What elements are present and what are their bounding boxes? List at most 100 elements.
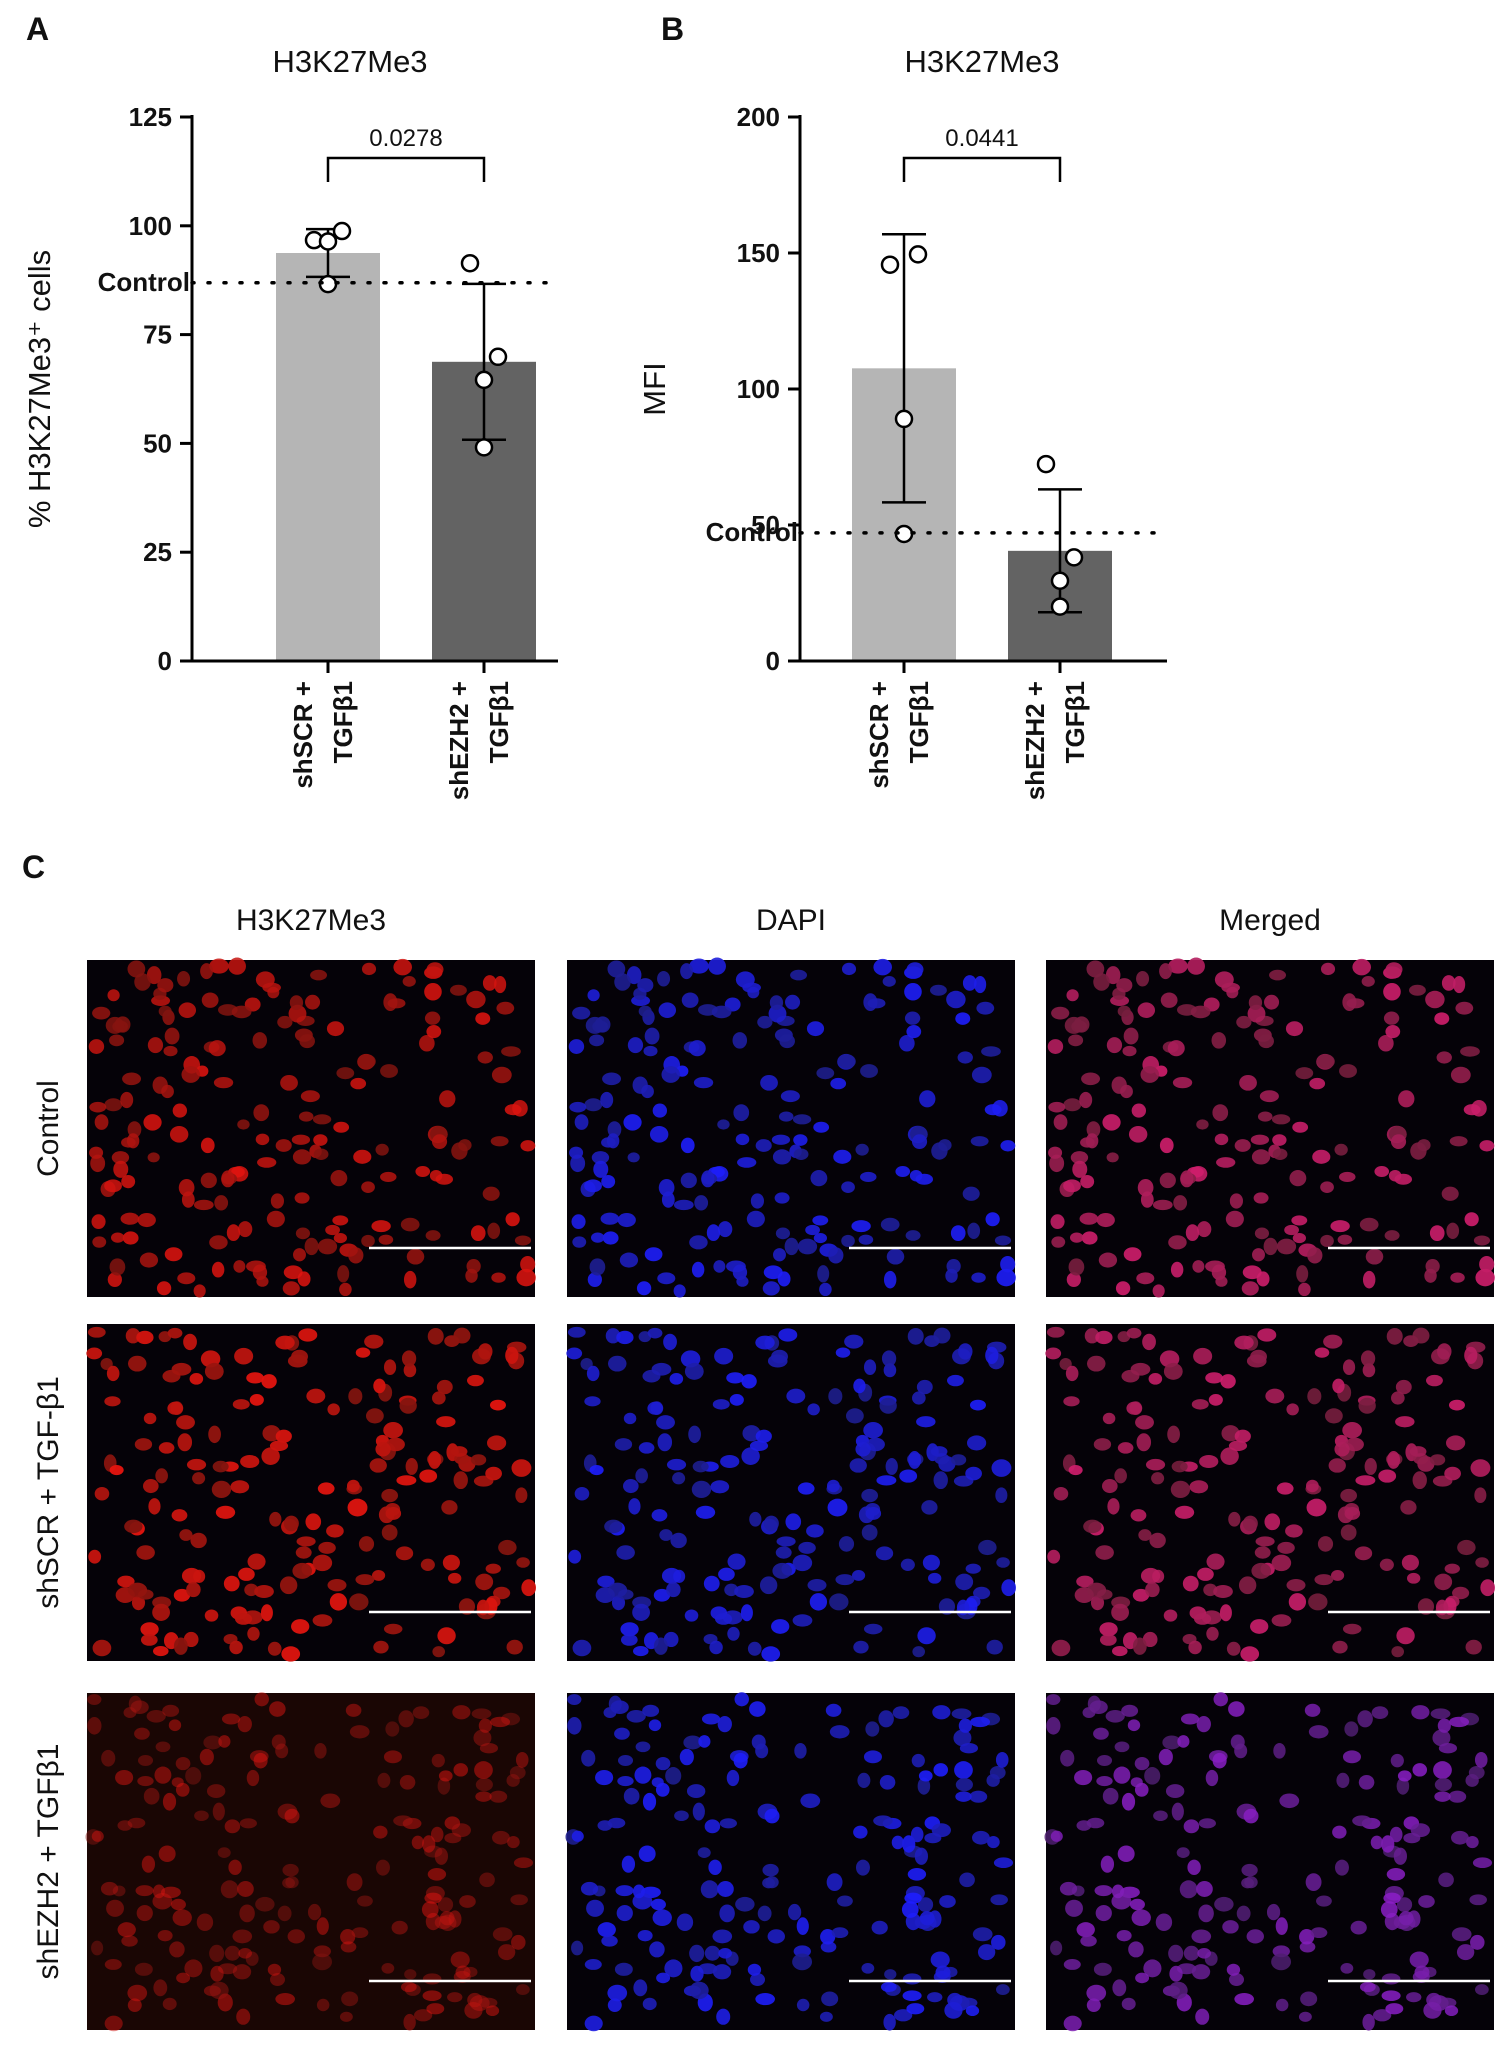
cell	[656, 1415, 675, 1430]
cell	[297, 1271, 311, 1287]
cell	[981, 1046, 1001, 1057]
cell	[1271, 1554, 1292, 1572]
cell	[491, 1066, 512, 1084]
cell	[1299, 1929, 1315, 1945]
cell	[100, 1881, 119, 1896]
cell	[398, 1710, 414, 1728]
cell	[134, 1727, 150, 1740]
cell	[1465, 1774, 1479, 1787]
cell	[1305, 1479, 1319, 1493]
cell	[1191, 1399, 1209, 1410]
cell	[635, 1741, 651, 1753]
cell	[106, 1365, 120, 1382]
cell	[257, 1157, 277, 1168]
x-tick-label: shSCR +	[288, 681, 318, 789]
cell	[355, 1574, 375, 1586]
cell	[1117, 1845, 1135, 1863]
cell	[1101, 1479, 1118, 1494]
cell	[1163, 1362, 1183, 1380]
cell	[621, 1855, 636, 1873]
cell	[1371, 1706, 1389, 1720]
cell	[1334, 1442, 1350, 1457]
cell	[1136, 971, 1150, 987]
cell	[186, 1458, 207, 1471]
cell	[253, 1752, 268, 1769]
cell	[383, 1359, 397, 1376]
cell	[589, 1258, 606, 1276]
cell	[375, 1859, 390, 1876]
cell	[282, 1863, 299, 1877]
micrograph	[86, 1324, 537, 1662]
p-value: 0.0441	[945, 125, 1018, 152]
cell	[281, 1646, 301, 1662]
cell	[1046, 1717, 1061, 1735]
cell	[951, 1708, 972, 1720]
cell	[1206, 1626, 1219, 1641]
cell	[772, 1562, 793, 1579]
cell	[1127, 1719, 1141, 1732]
cell	[1406, 1992, 1422, 2003]
cell	[826, 1479, 840, 1493]
cell	[669, 1373, 684, 1385]
cell	[399, 1397, 417, 1414]
cell	[422, 1835, 436, 1853]
cell	[1050, 1940, 1063, 1956]
panel-letter: A	[26, 11, 49, 47]
cell	[1117, 1442, 1134, 1454]
cell	[1190, 1005, 1211, 1019]
cell	[185, 1767, 202, 1785]
cell	[1179, 1880, 1198, 1899]
cell	[436, 1416, 456, 1428]
cell	[651, 1509, 668, 1522]
cell	[1093, 1962, 1112, 1976]
cell	[346, 1479, 360, 1493]
cell	[1049, 1154, 1065, 1173]
cell	[959, 1872, 975, 1888]
x-tick-label: shEZH2 +	[1020, 681, 1050, 800]
cell	[793, 1134, 808, 1146]
y-tick-label: 50	[143, 428, 172, 458]
cell	[1433, 1761, 1452, 1780]
cell	[497, 1944, 516, 1961]
cell	[357, 1895, 373, 1907]
cell	[373, 1378, 386, 1394]
cell	[275, 1335, 295, 1350]
cell	[695, 1505, 716, 1519]
cell	[1000, 1256, 1016, 1273]
cell	[465, 1268, 478, 1283]
cell	[431, 1753, 445, 1768]
cell	[628, 1498, 641, 1515]
cell	[104, 2015, 123, 2032]
cell	[422, 1990, 442, 2002]
y-tick-label: 100	[129, 211, 172, 241]
cell	[863, 1422, 883, 1439]
cell	[904, 1011, 921, 1025]
cell	[614, 1438, 633, 1451]
cell	[385, 1506, 402, 1520]
cell	[680, 1137, 695, 1154]
cell	[883, 1363, 897, 1378]
cell	[1345, 1437, 1364, 1452]
cell	[838, 1536, 855, 1552]
data-point	[1050, 597, 1070, 616]
cell	[883, 1270, 897, 1289]
cell	[771, 1349, 788, 1364]
cell	[1068, 1034, 1084, 1047]
cell	[492, 1830, 510, 1845]
cell	[252, 1032, 268, 1049]
cell	[762, 1863, 779, 1877]
cell	[1342, 1422, 1362, 1439]
cell	[1263, 1237, 1278, 1256]
cell	[853, 1825, 868, 1839]
cell	[657, 1433, 673, 1452]
cell	[995, 1487, 1008, 1504]
cell	[1247, 1004, 1266, 1023]
cell	[383, 1750, 402, 1764]
cell	[860, 1171, 877, 1182]
cell	[657, 1272, 676, 1285]
cell	[137, 1776, 154, 1787]
cell	[156, 1281, 172, 1296]
cell	[320, 1793, 341, 1809]
cell	[1292, 1232, 1307, 1244]
cell	[1129, 1898, 1145, 1911]
